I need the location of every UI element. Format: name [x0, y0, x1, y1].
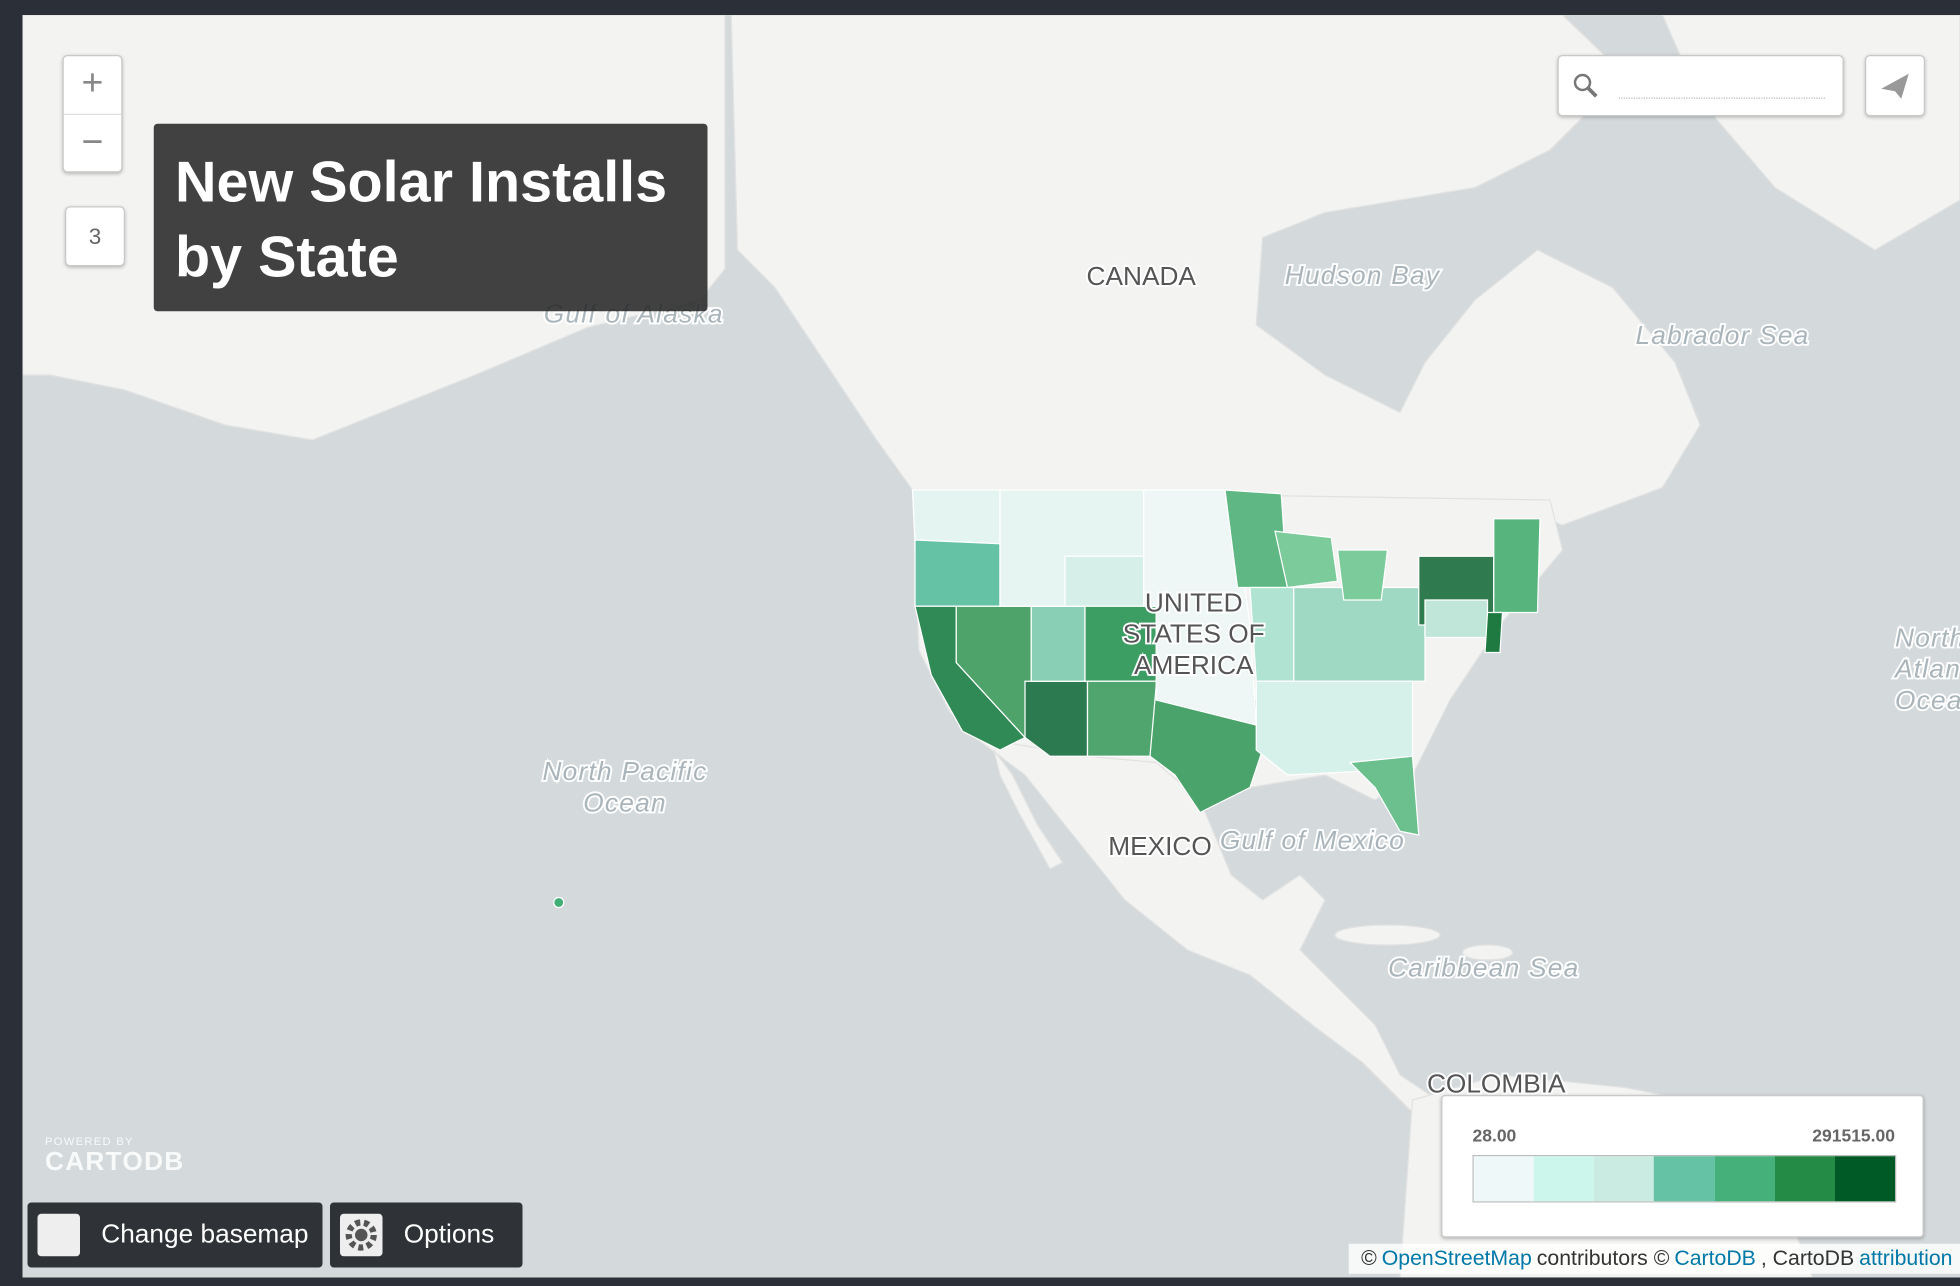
- legend-swatch: [1533, 1156, 1595, 1202]
- legend-swatch: [1774, 1156, 1835, 1202]
- map-label: CANADA: [1087, 261, 1197, 291]
- search-icon: [1573, 73, 1598, 98]
- legend-swatch: [1714, 1156, 1775, 1202]
- attribution-text: , CartoDB: [1760, 1246, 1855, 1270]
- attribution: © OpenStreetMap contributors © CartoDB, Car…: [1348, 1243, 1960, 1274]
- states: [553, 489, 1541, 909]
- map-label: Ocean: [583, 787, 667, 817]
- attribution-link[interactable]: attribution: [1859, 1246, 1953, 1270]
- legend: 28.00 291515.00: [1441, 1095, 1924, 1238]
- map-label: North: [1895, 622, 1960, 652]
- zoom-control: + −: [62, 55, 123, 173]
- options-icon: [340, 1213, 383, 1257]
- powered-brand: CARTODB: [45, 1147, 185, 1177]
- basemap-label: Change basemap: [101, 1220, 309, 1249]
- attribution-text: contributors ©: [1536, 1246, 1670, 1270]
- zoom-level: 3: [65, 206, 125, 267]
- legend-bar: [1472, 1155, 1897, 1203]
- map-title: New Solar Installs by State: [153, 123, 708, 312]
- legend-swatch: [1473, 1156, 1534, 1202]
- attribution-link[interactable]: OpenStreetMap: [1381, 1246, 1532, 1270]
- search-input[interactable]: [1618, 97, 1825, 99]
- basemap-button[interactable]: Change basemap: [27, 1202, 323, 1268]
- map-label: North Pacific: [542, 756, 707, 786]
- attribution-link[interactable]: CartoDB: [1674, 1246, 1756, 1270]
- options-button[interactable]: Options: [330, 1202, 523, 1268]
- map-label: COLOMBIA: [1427, 1069, 1566, 1099]
- map-label: UNITED: [1145, 587, 1243, 617]
- share-button[interactable]: [1865, 55, 1925, 117]
- zoom-in[interactable]: +: [81, 62, 104, 104]
- legend-swatch: [1654, 1156, 1715, 1202]
- map-label: AMERICA: [1134, 650, 1254, 680]
- share-icon: [1881, 73, 1909, 99]
- map-label: Labrador Sea: [1635, 320, 1809, 350]
- map-label: Caribbean Sea: [1388, 952, 1579, 982]
- search-box[interactable]: [1557, 55, 1844, 117]
- map-label: STATES OF: [1123, 619, 1265, 649]
- map-label: Hudson Bay: [1285, 260, 1441, 290]
- legend-swatch: [1834, 1156, 1895, 1202]
- attribution-text: ©: [1361, 1246, 1377, 1270]
- options-label: Options: [403, 1220, 495, 1249]
- zoom-out[interactable]: −: [63, 113, 122, 173]
- map-label: Gulf of Mexico: [1220, 825, 1405, 855]
- legend-min: 28.00: [1472, 1125, 1517, 1145]
- map-label: MEXICO: [1108, 831, 1212, 861]
- map-label: Ocean: [1895, 685, 1960, 715]
- legend-max: 291515.00: [1812, 1125, 1895, 1145]
- map-label: Atlantic: [1893, 654, 1960, 684]
- powered-by: POWERED BY CARTODB: [45, 1135, 185, 1178]
- basemap-thumb: [37, 1213, 80, 1257]
- powered-small: POWERED BY: [45, 1135, 134, 1148]
- legend-swatch: [1594, 1156, 1655, 1202]
